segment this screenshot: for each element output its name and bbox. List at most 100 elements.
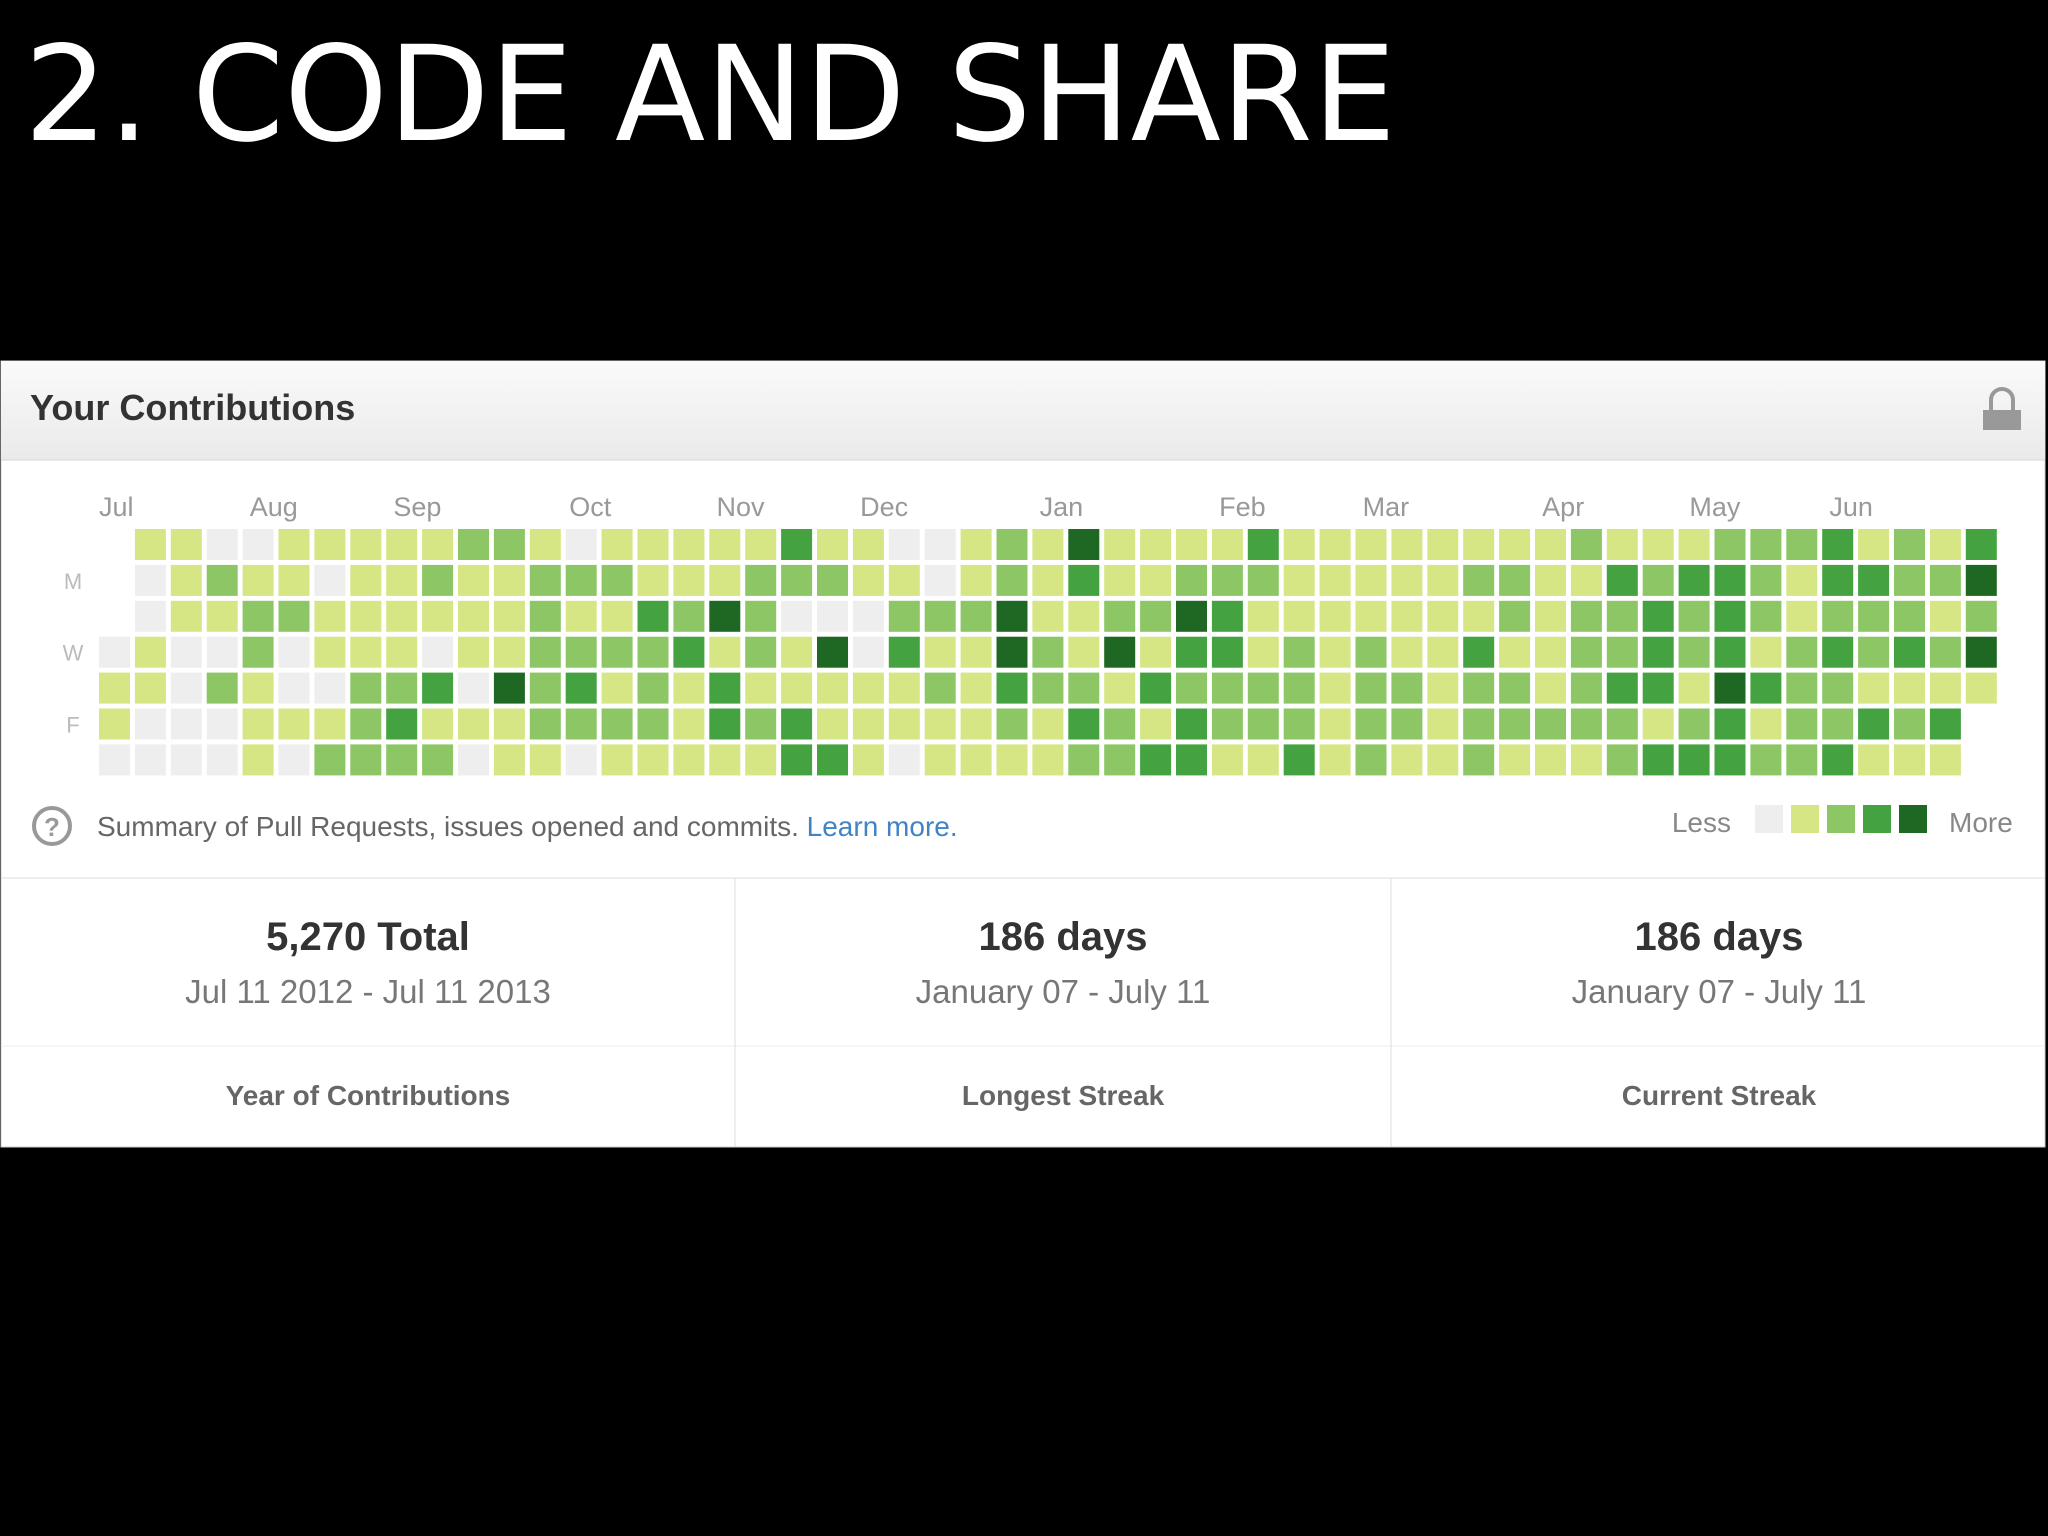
contribution-cell <box>1319 529 1351 560</box>
contribution-cell <box>1678 744 1710 776</box>
month-label: Dec <box>860 492 908 522</box>
contribution-cell <box>888 529 920 560</box>
contribution-cell <box>1391 636 1423 668</box>
stat-value: 186 days <box>978 915 1147 959</box>
contribution-cell <box>1068 636 1100 668</box>
contribution-cell <box>1750 672 1782 704</box>
contribution-cell <box>1822 708 1854 740</box>
contribution-cell <box>1247 672 1279 704</box>
contribution-cell <box>1570 672 1602 704</box>
contribution-cell <box>852 564 884 596</box>
contribution-cell <box>817 529 848 560</box>
contribution-cell <box>817 600 848 632</box>
contribution-cell <box>1858 636 1890 668</box>
contribution-cell <box>1104 600 1136 632</box>
contribution-cell <box>1535 672 1566 704</box>
contribution-cell <box>565 529 597 560</box>
contribution-cell <box>1391 672 1423 704</box>
contribution-cell <box>134 564 166 596</box>
contribution-cell <box>1678 636 1710 668</box>
contribution-cell <box>745 564 777 596</box>
contribution-cell <box>1427 529 1459 560</box>
contribution-cell <box>1535 529 1566 560</box>
contribution-cell <box>1965 672 1997 704</box>
contribution-cell <box>386 744 418 776</box>
contribution-cell <box>1247 600 1279 632</box>
contribution-cell <box>1463 564 1495 596</box>
help-icon[interactable] <box>32 806 72 846</box>
contribution-cell <box>529 529 561 560</box>
contribution-cell <box>422 708 454 740</box>
contribution-cell <box>1176 672 1207 704</box>
month-label: Jan <box>1040 492 1084 522</box>
contribution-cell <box>458 564 489 596</box>
contribution-cell <box>1499 529 1531 560</box>
contribution-cell <box>924 636 956 668</box>
contribution-cell <box>1391 564 1423 596</box>
contribution-cell <box>350 564 382 596</box>
contribution-cell <box>888 672 920 704</box>
contribution-cell <box>1068 744 1100 776</box>
contribution-cell <box>1929 600 1961 632</box>
contribution-cell <box>242 744 274 776</box>
contribution-cell <box>709 600 741 632</box>
contribution-cell <box>1822 636 1854 668</box>
stat-range: Jul 11 2012 - Jul 11 2013 <box>185 973 551 1010</box>
contribution-cell <box>673 672 705 704</box>
month-label: Sep <box>393 492 441 522</box>
contribution-cell <box>99 744 130 776</box>
contribution-cell <box>996 672 1028 704</box>
month-label: Nov <box>716 492 765 522</box>
contribution-cell <box>781 564 813 596</box>
help-mark: ? <box>44 812 60 842</box>
contribution-cell <box>1606 708 1638 740</box>
contribution-cell <box>134 708 166 740</box>
contribution-cell <box>1319 708 1351 740</box>
contribution-cell <box>350 672 382 704</box>
month-label: May <box>1689 492 1741 522</box>
contribution-cell <box>852 744 884 776</box>
contribution-cell <box>1535 744 1566 776</box>
contribution-cell <box>924 564 956 596</box>
contribution-cell <box>1822 564 1854 596</box>
contribution-cell <box>1032 600 1064 632</box>
contribution-cell <box>1714 708 1746 740</box>
contribution-cell <box>170 672 202 704</box>
contribution-cell <box>1642 529 1674 560</box>
contribution-cell <box>1499 564 1531 596</box>
contribution-cell <box>1965 564 1997 596</box>
contribution-cell <box>493 564 525 596</box>
learn-more-link[interactable]: Learn more. <box>807 811 958 842</box>
contribution-cell <box>1032 529 1064 560</box>
month-label: Aug <box>250 492 298 522</box>
contribution-cell <box>960 600 992 632</box>
contribution-cell <box>817 672 848 704</box>
contribution-cell <box>1570 564 1602 596</box>
contribution-cell <box>888 744 920 776</box>
legend-less: Less <box>1672 807 1731 838</box>
contribution-cell <box>601 600 633 632</box>
contribution-cell <box>1714 600 1746 632</box>
contribution-cell <box>1750 600 1782 632</box>
contribution-cell <box>1032 564 1064 596</box>
contribution-cell <box>1570 708 1602 740</box>
contribution-cell <box>134 636 166 668</box>
contribution-cell <box>1463 529 1495 560</box>
contribution-cell <box>1499 672 1531 704</box>
contribution-cell <box>1283 636 1315 668</box>
contribution-cell <box>745 672 777 704</box>
contribution-cell <box>206 708 238 740</box>
contribution-cell <box>1786 529 1818 560</box>
contribution-cell <box>1894 564 1925 596</box>
contribution-cell <box>601 636 633 668</box>
contribution-cell <box>1822 600 1854 632</box>
contribution-cell <box>493 672 525 704</box>
contribution-cell <box>1929 672 1961 704</box>
contribution-cell <box>314 564 346 596</box>
contribution-cell <box>386 529 418 560</box>
contribution-cell <box>278 564 310 596</box>
day-label: W <box>63 641 84 666</box>
contribution-cell <box>1427 744 1459 776</box>
contribution-cell <box>278 708 310 740</box>
contribution-cell <box>1176 564 1207 596</box>
